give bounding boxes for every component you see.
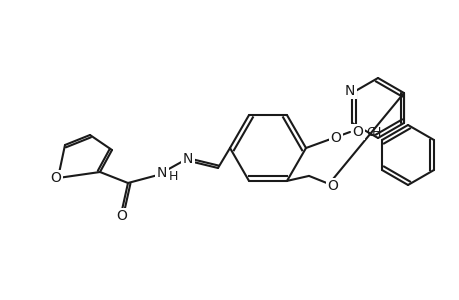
Text: O: O [330, 131, 341, 145]
Text: N: N [157, 166, 167, 180]
Text: O: O [116, 209, 127, 223]
Text: O: O [327, 179, 338, 193]
Text: O: O [50, 171, 62, 185]
Text: N: N [182, 152, 193, 166]
Text: O: O [352, 125, 363, 139]
Text: H: H [371, 127, 381, 140]
Text: H: H [168, 170, 178, 184]
Text: C: C [365, 127, 374, 140]
Text: N: N [344, 84, 354, 98]
